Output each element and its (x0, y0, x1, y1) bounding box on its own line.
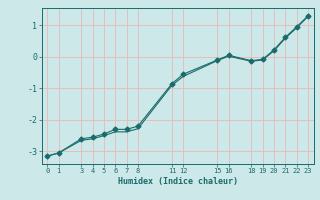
X-axis label: Humidex (Indice chaleur): Humidex (Indice chaleur) (118, 177, 237, 186)
